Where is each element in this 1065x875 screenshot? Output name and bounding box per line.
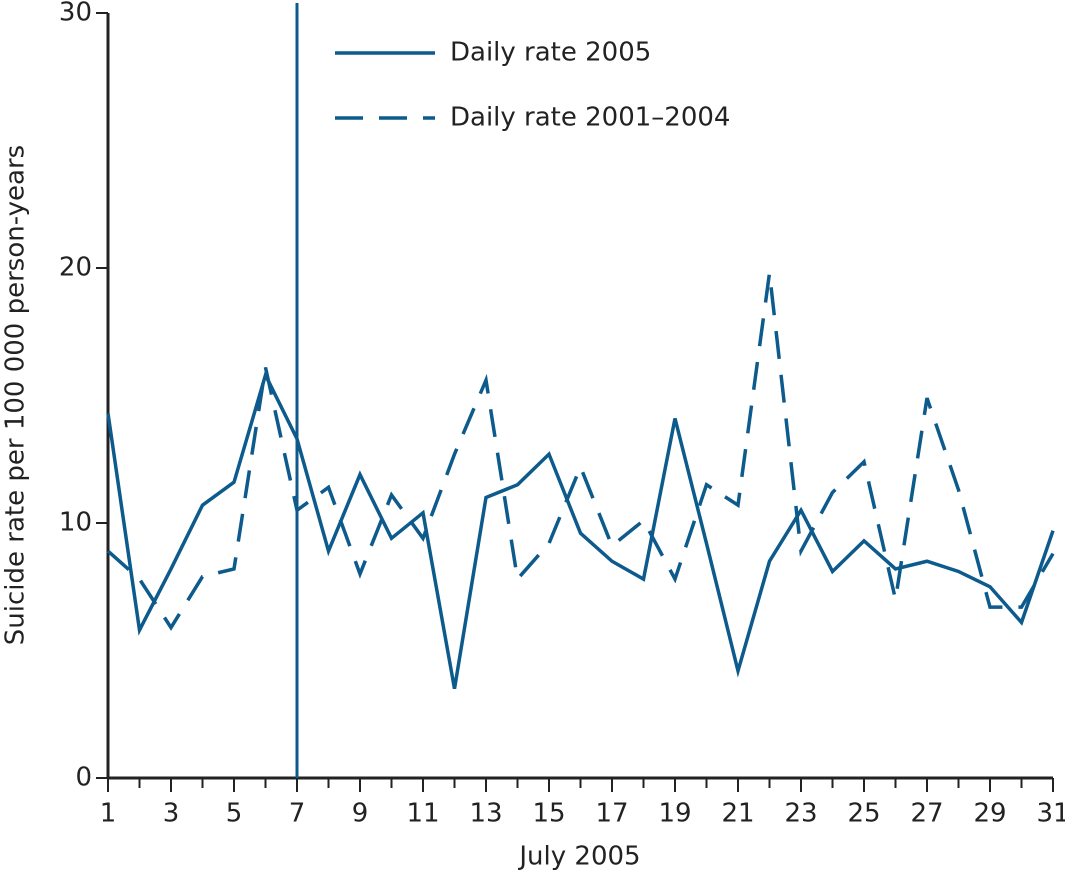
x-tick-label: 15 (532, 799, 565, 829)
x-axis-label: July 2005 (517, 842, 640, 872)
x-tick-label: 7 (289, 799, 306, 829)
legend-label: Daily rate 2001–2004 (450, 103, 730, 133)
x-tick-label: 1 (100, 799, 117, 829)
x-tick-label: 9 (352, 799, 369, 829)
x-tick-label: 25 (847, 799, 880, 829)
y-tick-label: 0 (75, 763, 92, 793)
y-tick-label: 20 (59, 253, 92, 283)
x-tick-label: 13 (469, 799, 502, 829)
series-line (106, 370, 1055, 690)
y-tick-label: 10 (59, 508, 92, 538)
x-tick-label: 5 (226, 799, 243, 829)
x-tick-label: 19 (658, 799, 691, 829)
y-axis-label: Suicide rate per 100 000 person-years (1, 145, 31, 645)
series-line (106, 272, 1055, 631)
x-tick-label: 17 (595, 799, 628, 829)
x-tick-label: 29 (973, 799, 1006, 829)
x-tick-label: 11 (406, 799, 439, 829)
legend-label: Daily rate 2005 (450, 38, 651, 68)
x-tick-label: 23 (784, 799, 817, 829)
x-tick-label: 27 (910, 799, 943, 829)
x-tick-label: 3 (163, 799, 180, 829)
y-tick-label: 30 (59, 0, 92, 28)
x-tick-label: 21 (721, 799, 754, 829)
x-tick-label: 31 (1036, 799, 1065, 829)
